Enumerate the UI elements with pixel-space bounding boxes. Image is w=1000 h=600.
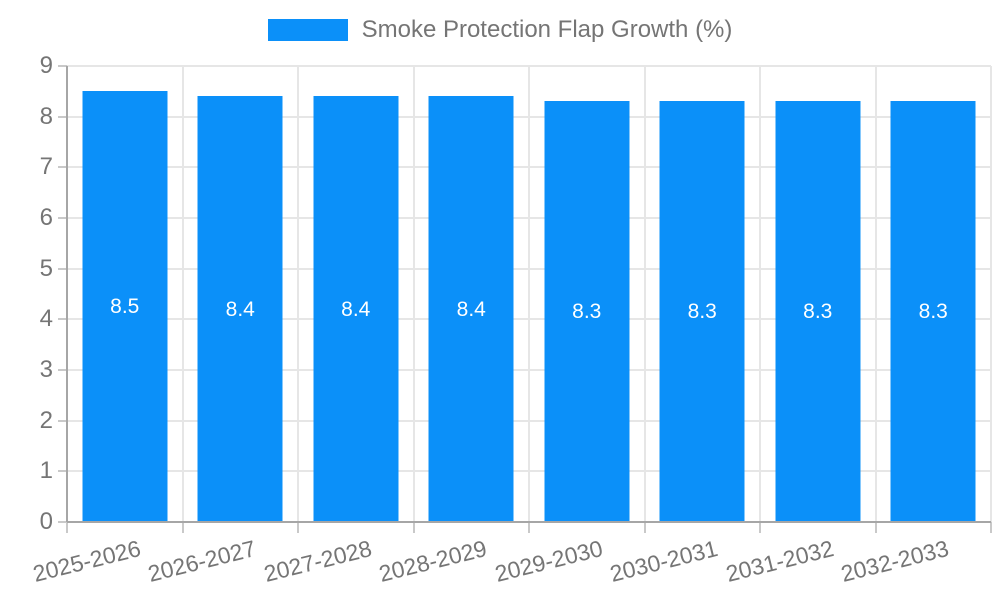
y-tick-label: 1 bbox=[39, 457, 53, 485]
v-gridline bbox=[643, 66, 646, 522]
bar-value-label: 8.3 bbox=[918, 300, 948, 324]
bar-value-label: 8.3 bbox=[803, 300, 833, 324]
v-gridline bbox=[874, 66, 877, 522]
v-gridline bbox=[181, 66, 184, 522]
y-tick-mark bbox=[58, 166, 67, 169]
y-tick-label: 4 bbox=[39, 305, 53, 333]
v-gridline bbox=[297, 66, 299, 522]
x-tick-label: 2028-2029 bbox=[376, 535, 490, 587]
x-axis-line bbox=[67, 521, 991, 523]
bar: 8.3 bbox=[890, 101, 976, 522]
x-tick-label: 2026-2027 bbox=[145, 535, 259, 587]
y-tick-label: 6 bbox=[39, 204, 53, 232]
x-tick-mark bbox=[297, 522, 299, 533]
bar-value-label: 8.3 bbox=[572, 300, 602, 324]
y-tick-label: 0 bbox=[39, 508, 53, 535]
v-gridline bbox=[990, 66, 992, 522]
bar-value-label: 8.4 bbox=[225, 297, 255, 321]
bar: 8.4 bbox=[313, 96, 399, 522]
x-tick-mark bbox=[412, 522, 415, 533]
x-tick-mark bbox=[759, 522, 761, 533]
y-tick-mark bbox=[58, 65, 67, 67]
x-tick-mark bbox=[181, 522, 184, 533]
y-tick-label: 9 bbox=[39, 52, 53, 79]
y-tick-mark bbox=[58, 115, 67, 118]
x-tick-mark bbox=[66, 522, 68, 533]
x-tick-label: 2030-2031 bbox=[607, 535, 721, 587]
y-tick-mark bbox=[58, 217, 67, 220]
plot-area: 0 1 2 3 4 5 6 7 8 9 8.5 2025-2026 8.4 2026-2027 8.4 202… bbox=[30, 54, 992, 587]
bar: 8.3 bbox=[659, 101, 745, 522]
y-tick-mark bbox=[58, 470, 67, 473]
bar: 8.3 bbox=[544, 101, 630, 522]
x-tick-mark bbox=[528, 522, 530, 533]
x-tick-label: 2031-2032 bbox=[723, 535, 837, 587]
x-tick-label: 2029-2030 bbox=[492, 535, 606, 587]
y-tick-mark bbox=[58, 521, 67, 523]
y-tick-label: 3 bbox=[39, 356, 53, 384]
bar-value-label: 8.5 bbox=[110, 295, 140, 319]
legend-label: Smoke Protection Flap Growth (%) bbox=[361, 16, 733, 43]
v-gridline bbox=[759, 66, 761, 522]
bar: 8.4 bbox=[197, 96, 283, 522]
y-tick-label: 7 bbox=[39, 153, 53, 181]
bar-value-label: 8.4 bbox=[456, 297, 486, 321]
v-gridline bbox=[528, 66, 530, 522]
y-tick-label: 2 bbox=[39, 406, 53, 434]
y-tick-mark bbox=[58, 318, 67, 321]
y-tick-mark bbox=[58, 419, 67, 422]
y-axis-line bbox=[66, 66, 68, 522]
x-tick-label: 2032-2033 bbox=[838, 535, 952, 587]
legend: Smoke Protection Flap Growth (%) bbox=[0, 16, 1000, 44]
bar: 8.4 bbox=[428, 96, 514, 522]
y-tick-mark bbox=[58, 369, 67, 372]
x-tick-mark bbox=[874, 522, 877, 533]
x-tick-label: 2027-2028 bbox=[261, 535, 375, 587]
x-tick-mark bbox=[990, 522, 992, 533]
y-tick-label: 8 bbox=[39, 102, 53, 130]
x-tick-mark bbox=[643, 522, 646, 533]
legend-swatch-icon bbox=[267, 19, 348, 41]
v-gridline bbox=[412, 66, 415, 522]
bar-value-label: 8.3 bbox=[687, 300, 717, 324]
x-tick-label: 2025-2026 bbox=[30, 535, 144, 587]
y-tick-label: 5 bbox=[39, 254, 53, 282]
y-tick-mark bbox=[58, 267, 67, 270]
bar: 8.3 bbox=[775, 101, 861, 522]
bar-value-label: 8.4 bbox=[341, 297, 371, 321]
bar: 8.5 bbox=[82, 91, 168, 522]
legend-item[interactable]: Smoke Protection Flap Growth (%) bbox=[267, 16, 733, 44]
